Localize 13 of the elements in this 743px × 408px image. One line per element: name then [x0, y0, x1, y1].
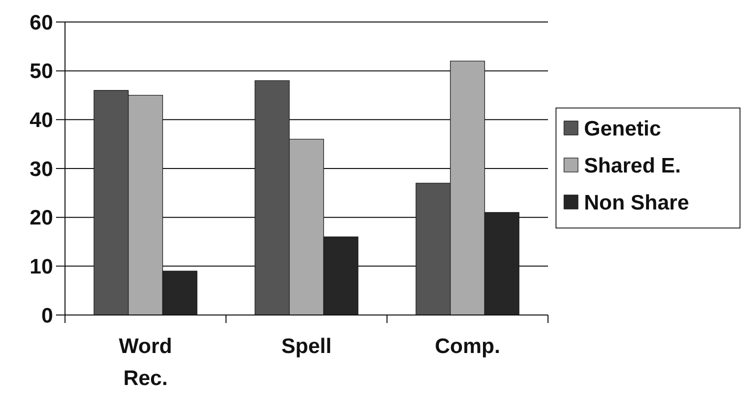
- y-tick-label: 30: [30, 158, 53, 181]
- y-tick-label: 50: [30, 60, 53, 84]
- y-tick-label: 20: [30, 206, 53, 230]
- legend-label: Shared E.: [584, 154, 681, 178]
- x-tick-label: Comp.: [434, 335, 500, 358]
- x-tick-label: Spell: [281, 335, 332, 358]
- y-tick-label: 60: [30, 11, 53, 34]
- y-tick-label: 0: [41, 304, 53, 328]
- legend-label: Genetic: [584, 117, 662, 140]
- y-tick-label: 10: [30, 256, 53, 279]
- y-tick-label: 40: [30, 109, 53, 132]
- legend-label: Non Share: [584, 191, 690, 214]
- x-tick-label: Word Rec.: [118, 335, 172, 390]
